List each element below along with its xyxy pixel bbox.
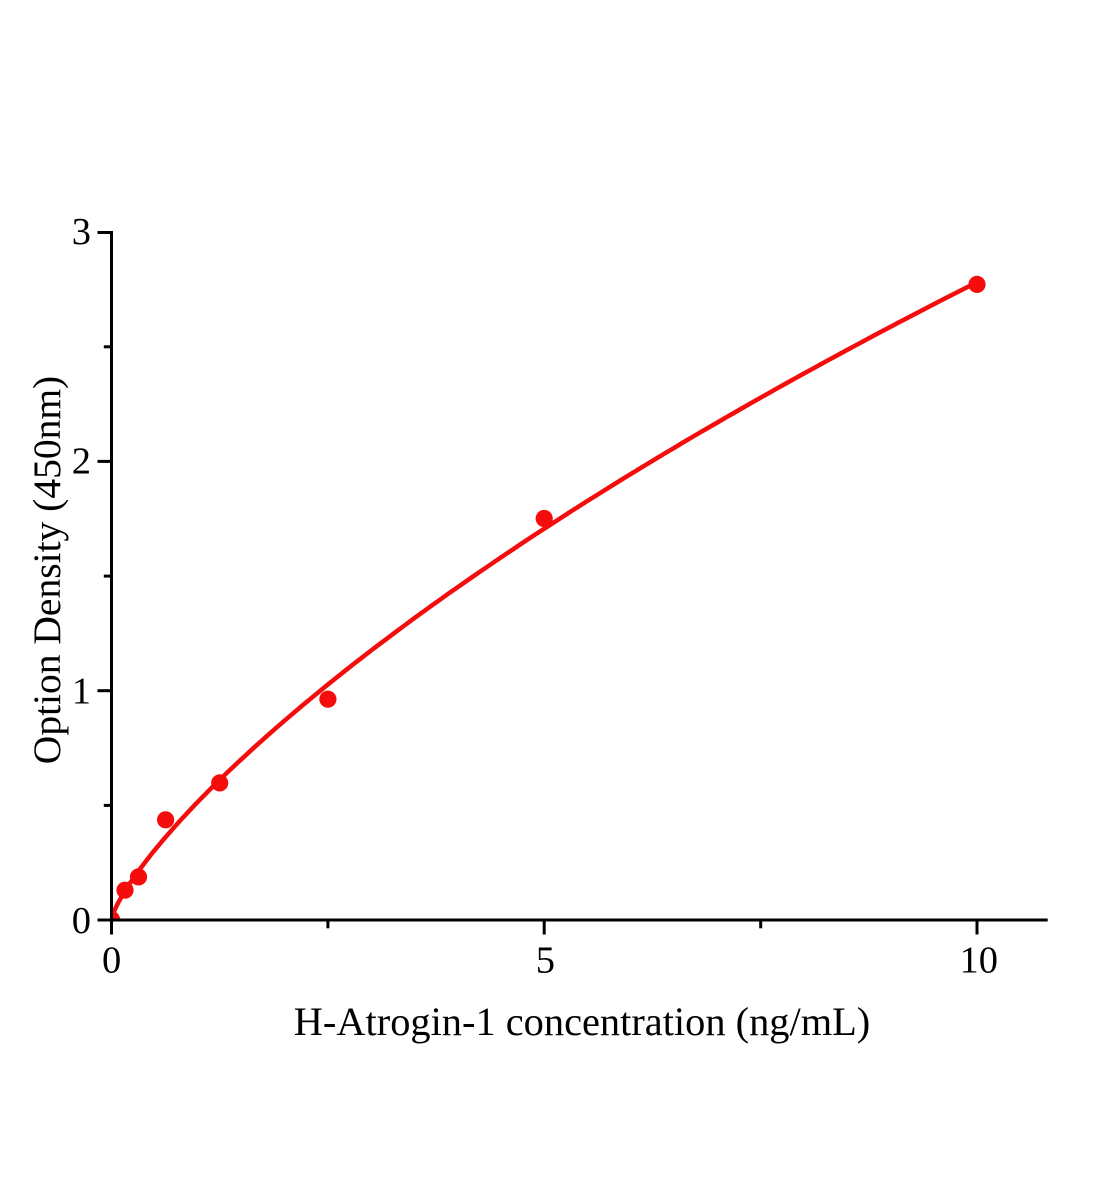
svg-text:0: 0 [102,939,121,981]
svg-text:2: 2 [72,440,91,482]
svg-text:H-Atrogin-1 concentration (ng/: H-Atrogin-1 concentration (ng/mL) [294,999,871,1044]
svg-text:3: 3 [72,211,91,253]
svg-text:5: 5 [536,939,555,981]
svg-text:0: 0 [72,900,91,942]
svg-text:1: 1 [72,671,91,713]
svg-text:10: 10 [960,939,999,981]
svg-text:Option Density (450nm): Option Density (450nm) [25,376,69,764]
